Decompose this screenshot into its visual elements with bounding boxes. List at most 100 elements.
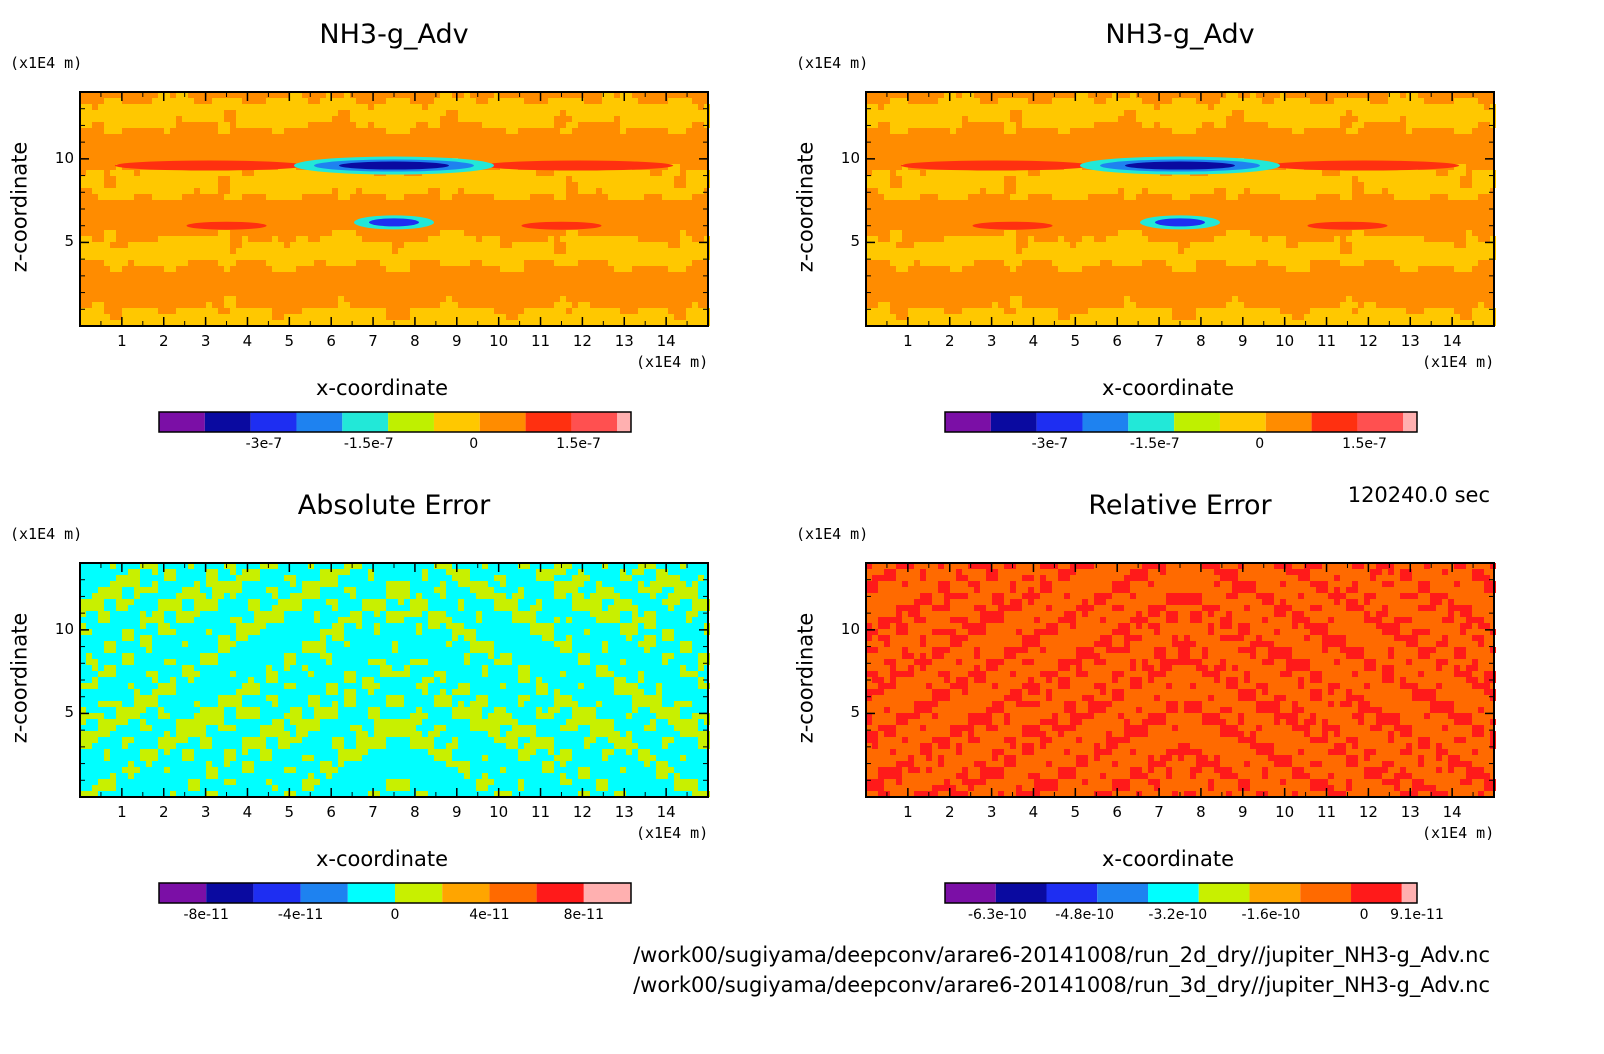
field-cell	[896, 110, 902, 116]
field-cell	[494, 254, 500, 260]
field-cell	[80, 611, 86, 617]
field-cell	[1382, 236, 1388, 242]
field-cell	[266, 170, 272, 176]
field-cell	[458, 320, 464, 326]
field-cell	[440, 617, 446, 623]
field-cell	[1322, 254, 1328, 260]
field-cell	[386, 731, 392, 737]
field-cell	[1484, 176, 1490, 182]
field-cell	[1364, 110, 1370, 116]
field-cell	[614, 242, 620, 248]
field-cell	[464, 320, 470, 326]
field-cell	[902, 182, 908, 188]
field-cell	[152, 320, 158, 326]
field-cell	[518, 122, 524, 128]
field-cell	[380, 308, 386, 314]
field-cell	[926, 176, 932, 182]
field-cell	[626, 176, 632, 182]
field-cell	[434, 110, 440, 116]
field-cell	[1370, 236, 1376, 242]
field-cell	[518, 785, 524, 791]
field-cell	[302, 248, 308, 254]
field-cell	[620, 743, 626, 749]
field-cell	[290, 188, 296, 194]
field-cell	[938, 308, 944, 314]
field-cell	[596, 254, 602, 260]
field-cell	[1400, 242, 1406, 248]
field-cell	[224, 749, 230, 755]
field-cell	[506, 176, 512, 182]
field-cell	[536, 623, 542, 629]
field-cell	[620, 677, 626, 683]
field-cell	[470, 635, 476, 641]
field-cell	[1046, 110, 1052, 116]
field-cell	[1130, 236, 1136, 242]
field-cell	[1076, 116, 1082, 122]
field-cell	[1004, 116, 1010, 122]
field-cell	[1256, 104, 1262, 110]
field-cell	[1268, 176, 1274, 182]
field-cell	[890, 116, 896, 122]
field-cell	[1286, 320, 1292, 326]
field-cell	[512, 605, 518, 611]
field-cell	[602, 116, 608, 122]
field-cell	[938, 260, 944, 266]
field-cell	[1058, 104, 1064, 110]
field-cell	[122, 104, 128, 110]
field-cell	[290, 266, 296, 272]
field-cell	[140, 182, 146, 188]
field-cell	[590, 731, 596, 737]
field-cell	[872, 314, 878, 320]
field-cell	[116, 176, 122, 182]
colorbar-segment	[250, 412, 297, 432]
field-cell	[164, 314, 170, 320]
field-cell	[1118, 260, 1124, 266]
field-cell	[110, 665, 116, 671]
field-cell	[512, 194, 518, 200]
field-cell	[584, 314, 590, 320]
field-cell	[380, 104, 386, 110]
field-cell	[1172, 242, 1178, 248]
field-cell	[1010, 302, 1016, 308]
field-cell	[530, 617, 536, 623]
field-cell	[248, 254, 254, 260]
field-cell	[320, 182, 326, 188]
field-cell	[122, 170, 128, 176]
field-cell	[200, 599, 206, 605]
field-cell	[1232, 188, 1238, 194]
field-cell	[626, 713, 632, 719]
field-cell	[1316, 248, 1322, 254]
field-cell	[1154, 308, 1160, 314]
field-cell	[386, 581, 392, 587]
field-cell	[644, 260, 650, 266]
field-cell	[80, 248, 86, 254]
field-cell	[1424, 260, 1430, 266]
field-cell	[1424, 254, 1430, 260]
field-cell	[632, 701, 638, 707]
field-cell	[1370, 254, 1376, 260]
field-cell	[518, 731, 524, 737]
field-cell	[530, 242, 536, 248]
field-cell	[908, 254, 914, 260]
field-cell	[116, 110, 122, 116]
field-cell	[230, 104, 236, 110]
field-cell	[872, 182, 878, 188]
field-cell	[554, 695, 560, 701]
field-cell	[146, 725, 152, 731]
field-cell	[1244, 314, 1250, 320]
field-cell	[1022, 248, 1028, 254]
field-cell	[998, 236, 1004, 242]
field-cell	[986, 320, 992, 326]
anomaly-core	[1125, 161, 1235, 170]
field-cell	[152, 260, 158, 266]
field-cell	[170, 599, 176, 605]
field-cell	[206, 761, 212, 767]
field-cell	[206, 176, 212, 182]
field-cell	[218, 707, 224, 713]
field-cell	[452, 230, 458, 236]
field-cell	[362, 104, 368, 110]
field-cell	[1460, 128, 1466, 134]
field-cell	[992, 236, 998, 242]
field-cell	[1418, 248, 1424, 254]
field-cell	[152, 749, 158, 755]
